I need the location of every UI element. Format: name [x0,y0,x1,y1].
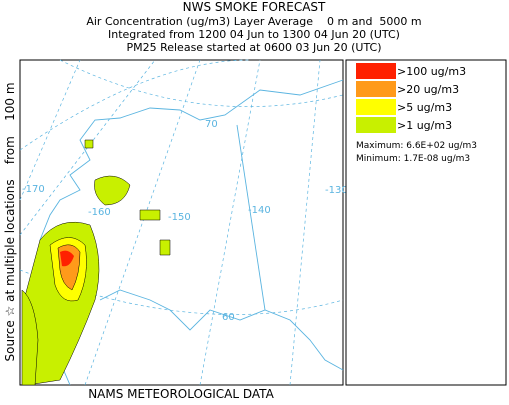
subtitle: Integrated from 1200 04 Jun to 1300 04 J… [108,28,400,41]
subtitle: PM25 Release started at 0600 03 Jun 20 (… [126,41,381,54]
graticule-label: -150 [168,212,191,223]
smoke-plume [60,250,74,267]
legend-swatch [356,63,396,79]
graticule-label: -130 [325,185,348,196]
graticule-label: -170 [22,184,45,195]
graticule-label: -160 [88,207,111,218]
legend-swatch [356,99,396,115]
legend-label: >20 ug/m3 [397,83,459,96]
side-label: Source ☆ at multiple locations from 100 … [3,82,17,361]
legend-label: >1 ug/m3 [397,119,452,132]
border [236,124,266,311]
maximum: Maximum: 6.6E+02 ug/m3 [356,141,477,151]
graticule-label: 70 [205,119,218,130]
smoke-plume [21,289,39,386]
minimum: Minimum: 1.7E-08 ug/m3 [356,154,470,164]
legend-label: >100 ug/m3 [397,65,466,78]
legend: Maximum: 6.6E+02 ug/m3 Minimum: 1.7E-08 … [345,59,507,386]
legend-swatch [356,81,396,97]
footer: NAMS METEOROLOGICAL DATA [88,387,274,401]
graticule-label: -140 [248,205,271,216]
map-area: 70 -170 -160 -150 -140 -130 60 [19,59,348,386]
smoke-patch [84,139,171,256]
title: NWS SMOKE FORECAST [183,0,326,14]
subtitle: Air Concentration (ug/m3) Layer Average … [86,15,421,28]
graticule-label: 60 [222,312,235,323]
legend-label: >5 ug/m3 [397,101,452,114]
smoke-plume [94,175,131,206]
legend-swatch [356,117,396,133]
